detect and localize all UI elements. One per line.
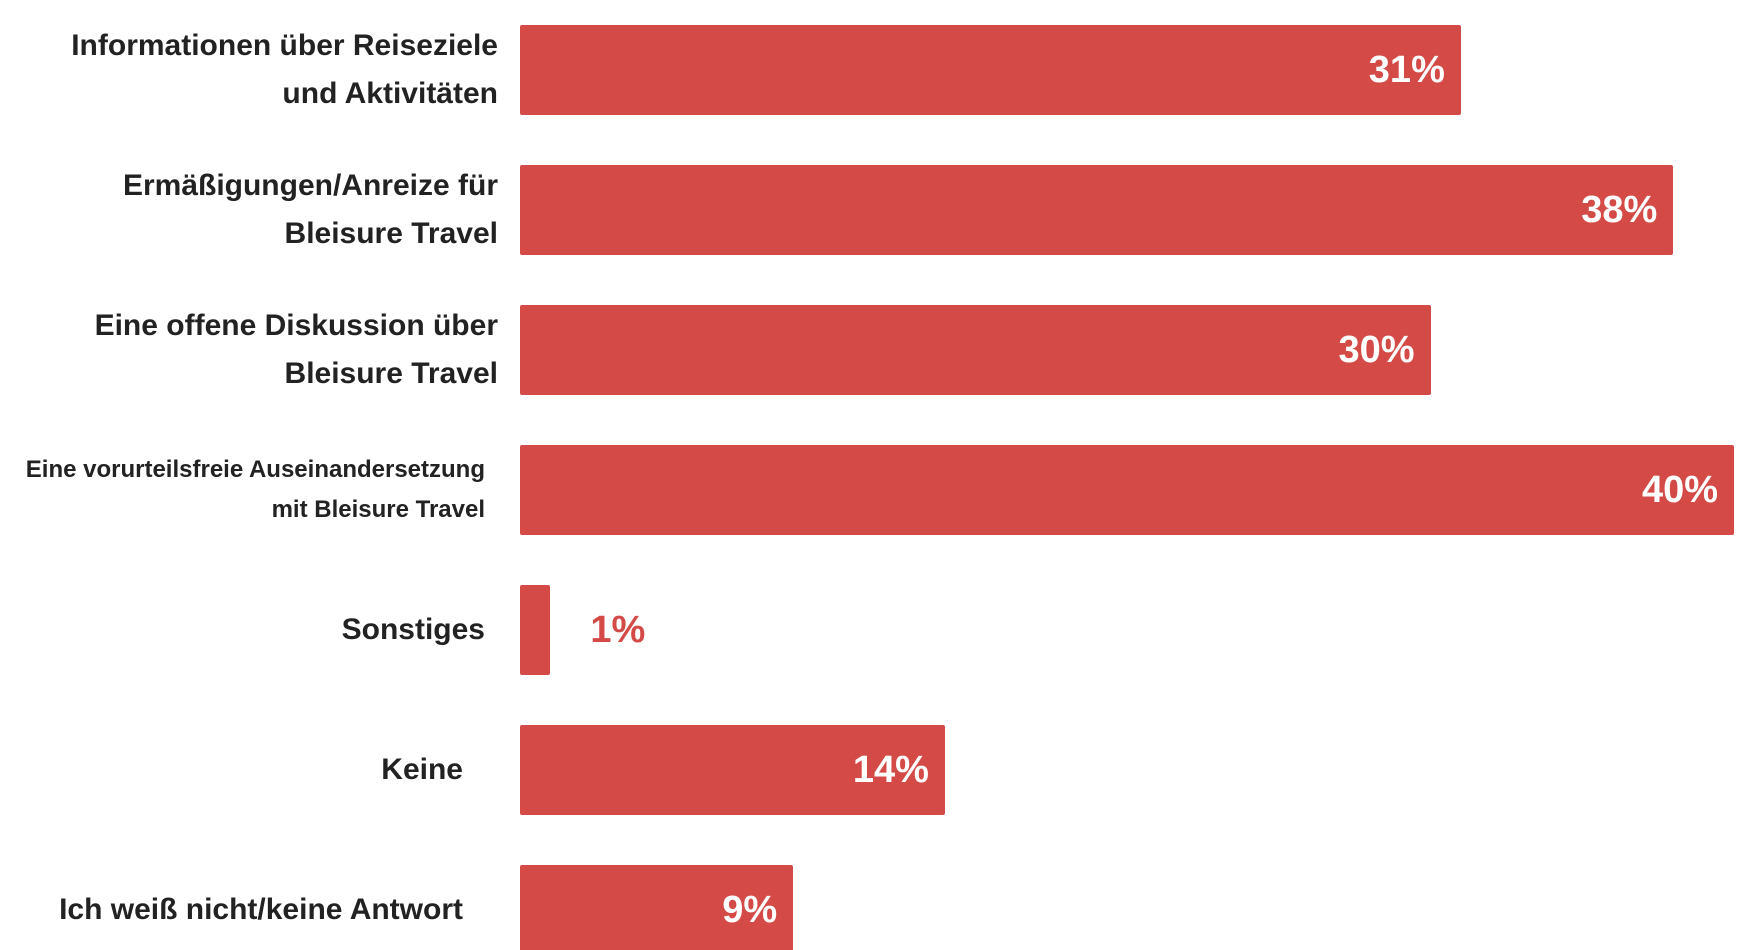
bar — [520, 305, 1431, 395]
category-label: Eine offene Diskussion über Bleisure Tra… — [94, 309, 498, 390]
category-label: Keine — [381, 753, 463, 786]
value-label: 40% — [1641, 468, 1718, 511]
value-label: 9% — [722, 888, 778, 931]
value-label: 1% — [590, 608, 646, 651]
bar — [520, 165, 1674, 255]
value-label: 30% — [1338, 328, 1415, 371]
category-label: Ich weiß nicht/keine Antwort — [59, 893, 463, 926]
bar — [520, 865, 794, 950]
value-label: 14% — [852, 748, 929, 791]
category-label: Informationen über Reiseziele und Aktivi… — [71, 29, 498, 110]
value-label: 31% — [1368, 48, 1445, 91]
bar — [520, 725, 945, 815]
category-label: Eine vorurteilsfreie Auseinandersetzung … — [25, 456, 485, 523]
category-label: Sonstiges — [341, 613, 485, 646]
bar — [520, 585, 551, 675]
bar — [520, 25, 1461, 115]
value-label: 38% — [1581, 188, 1658, 231]
bar — [520, 445, 1734, 535]
category-label: Ermäßigungen/Anreize für Bleisure Travel — [122, 169, 498, 250]
